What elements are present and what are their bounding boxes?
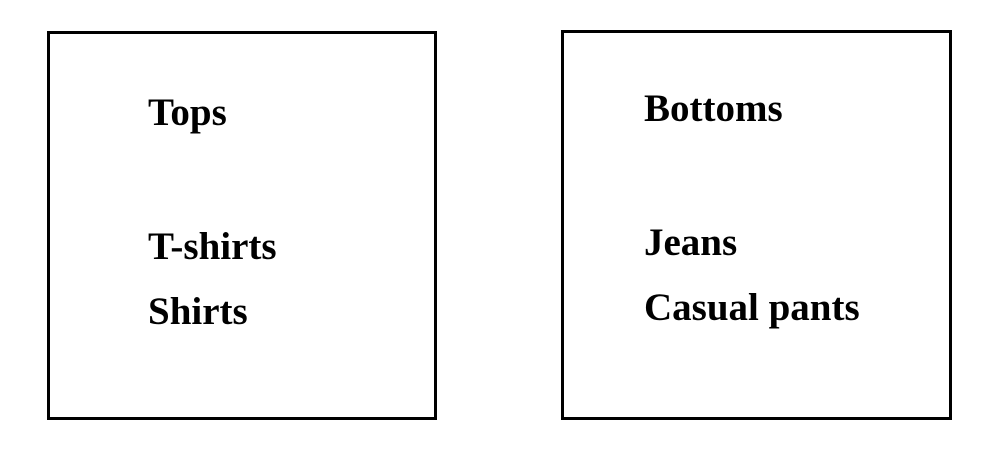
category-box-tops: Tops T-shirts Shirts xyxy=(47,31,437,420)
category-item: T-shirts xyxy=(148,225,277,268)
category-box-bottoms: Bottoms Jeans Casual pants xyxy=(561,30,952,420)
category-item: Jeans xyxy=(644,221,738,264)
category-item: Shirts xyxy=(148,290,248,333)
category-title: Bottoms xyxy=(644,87,783,130)
category-item: Casual pants xyxy=(644,286,860,329)
category-title: Tops xyxy=(148,91,227,134)
